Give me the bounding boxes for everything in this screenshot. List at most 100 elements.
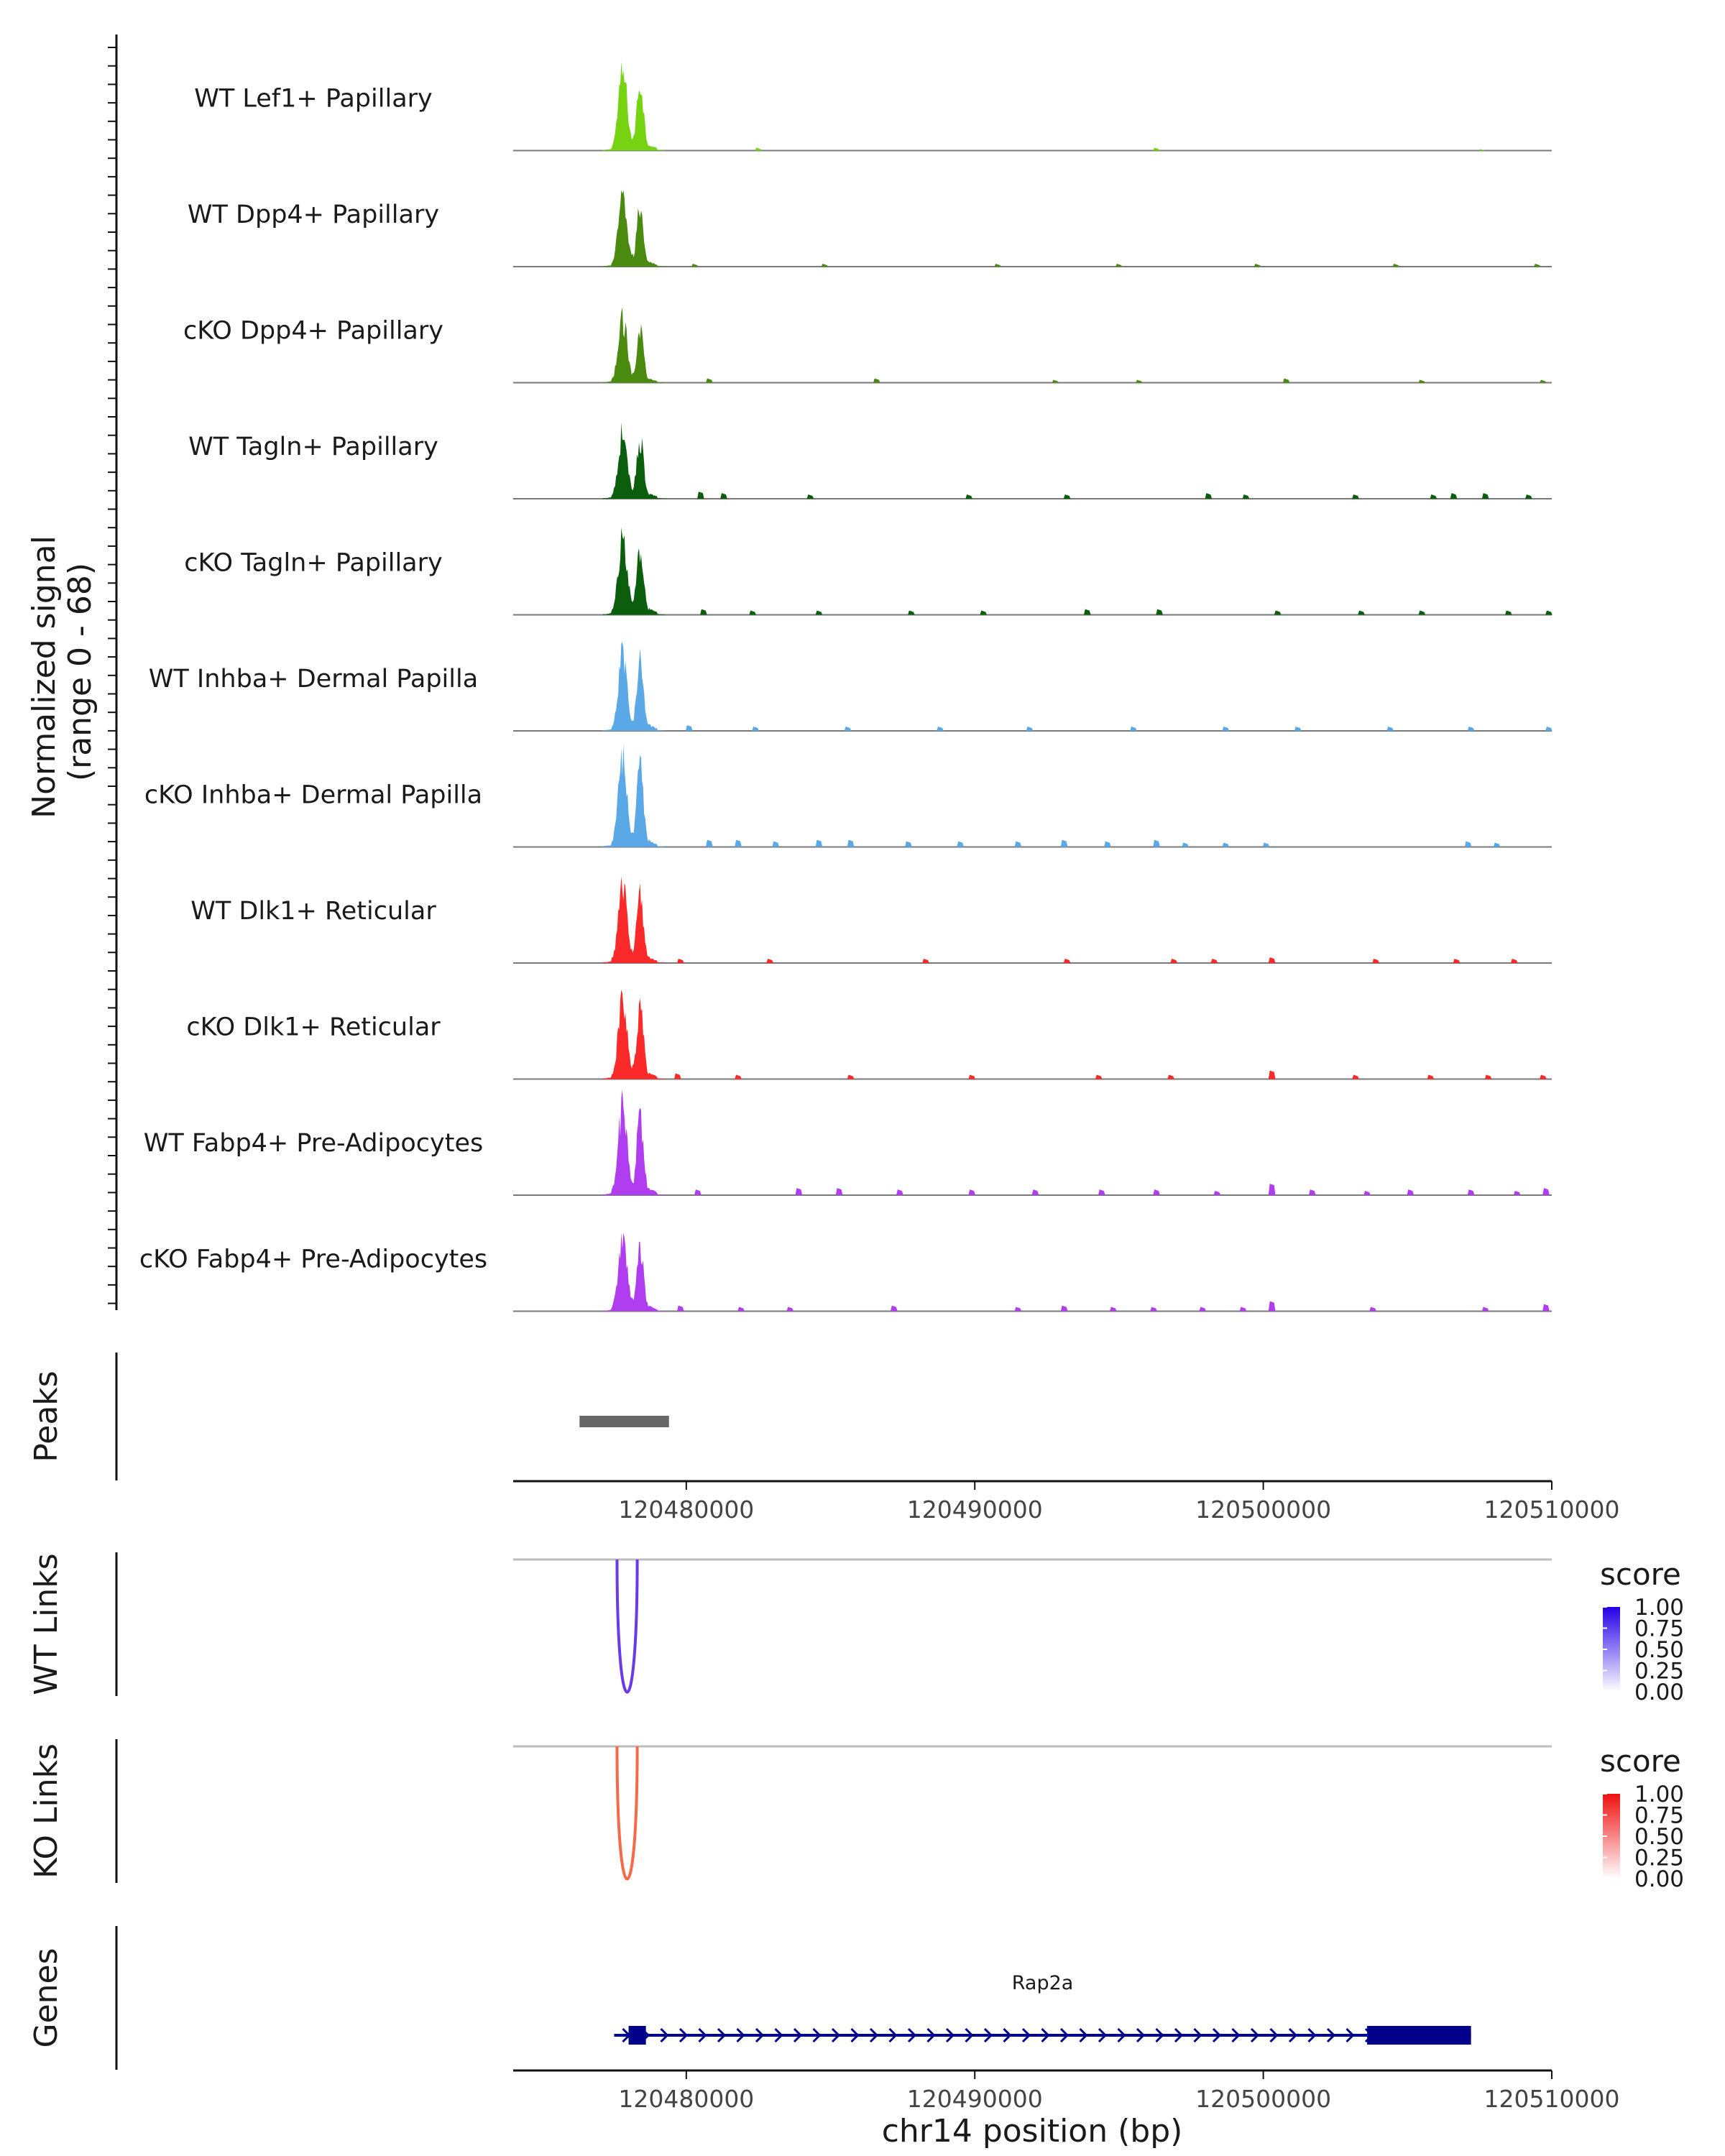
coverage-minor-peak <box>1484 1074 1492 1079</box>
coverage-minor-peak <box>1274 610 1282 615</box>
strand-chevron <box>1231 2027 1241 2043</box>
coverage-minor-peak <box>1363 1191 1371 1195</box>
coverage-minor-peak <box>1481 493 1489 499</box>
strand-chevron <box>965 2027 974 2043</box>
strand-chevron <box>1136 2027 1146 2043</box>
track-label: WT Tagln+ Papillary <box>188 433 438 461</box>
genes-panel: Genes Rap2a 120480000 120490000 120500000 1… <box>28 1926 1619 2150</box>
coverage-minor-peak <box>1372 959 1379 963</box>
coverage-main-peak <box>602 744 666 847</box>
coverage-minor-peak <box>1052 379 1059 383</box>
strand-chevron <box>1269 2027 1279 2043</box>
coverage-y-axis-title: Normalized signal (range 0 - 68) <box>26 525 98 819</box>
coverage-main-peak <box>602 1089 666 1195</box>
coverage-minor-peak <box>772 841 780 847</box>
coverage-minor-peak <box>1130 727 1137 731</box>
coverage-minor-peak <box>847 839 855 847</box>
gene-rap2a: Rap2a <box>614 1972 1471 2045</box>
legend-tick-label: 1.00 <box>1634 1782 1684 1807</box>
coverage-minor-peak <box>1014 841 1022 847</box>
coverage-minor-peak <box>1430 494 1438 499</box>
coverage-minor-peak <box>1478 149 1486 151</box>
coverage-minor-peak <box>1031 1189 1039 1195</box>
coverage-minor-peak <box>1153 839 1160 847</box>
coverage-minor-peak <box>1268 1184 1276 1195</box>
wt-link-arc <box>615 1559 639 1694</box>
track-label: WT Dlk1+ Reticular <box>190 897 436 926</box>
coverage-y-title-line2: (range 0 - 68) <box>62 563 98 781</box>
coverage-minor-peak <box>1222 727 1230 731</box>
coverage-main-peak <box>602 642 666 731</box>
coverage-main-peak <box>602 527 666 615</box>
coverage-minor-peak <box>1239 1307 1247 1312</box>
coverage-minor-peak <box>1167 1074 1174 1079</box>
strand-chevron <box>1041 2027 1050 2043</box>
coverage-minor-peak <box>1153 1189 1160 1195</box>
coverage-minor-peak <box>697 492 704 499</box>
coverage-minor-peak <box>1150 1307 1157 1312</box>
coverage-minor-peak <box>1511 959 1518 963</box>
coverage-minor-peak <box>1063 959 1071 963</box>
coverage-minor-peak <box>1060 1305 1068 1312</box>
coverage-minor-peak <box>1242 494 1250 499</box>
coverage-minor-peak <box>844 727 852 731</box>
coverage-minor-peak <box>1182 842 1190 847</box>
track-wt-inhba-dermal-papilla: WT Inhba+ Dermal Papilla <box>149 642 1552 732</box>
strand-chevron <box>1193 2027 1202 2043</box>
coverage-minor-peak <box>1083 609 1091 615</box>
x-tick-label: 120500000 <box>1195 2085 1331 2113</box>
strand-chevron <box>755 2027 765 2043</box>
coverage-main-peak <box>602 307 666 383</box>
coverage-minor-peak <box>821 264 829 267</box>
track-cko-fabp4-pre-adipocytes: cKO Fabp4+ Pre-Adipocytes <box>139 1233 1552 1312</box>
coverage-minor-peak <box>1309 1189 1316 1195</box>
coverage-minor-peak <box>1453 959 1460 963</box>
legend-tick-label: 0.25 <box>1634 1846 1684 1871</box>
coverage-minor-peak <box>905 841 912 847</box>
track-label: cKO Dpp4+ Papillary <box>183 317 443 346</box>
strand-chevron <box>831 2027 841 2043</box>
coverage-minor-peak <box>1098 1189 1105 1195</box>
strand-chevron <box>1212 2027 1222 2043</box>
coverage-minor-peak <box>1060 839 1068 847</box>
coverage-minor-peak <box>1026 727 1034 731</box>
ko-links-legend: score 1.000.750.500.250.00 <box>1600 1743 1684 1892</box>
ko-links-track-title: KO Links <box>28 1743 65 1879</box>
coverage-minor-peak <box>1116 264 1123 267</box>
coverage-minor-peak <box>1170 959 1177 963</box>
coverage-minor-peak <box>1352 494 1359 499</box>
coverage-minor-peak <box>1514 1191 1521 1195</box>
coverage-minor-peak <box>1542 1304 1550 1312</box>
strand-chevron <box>1250 2027 1260 2043</box>
track-label: cKO Tagln+ Papillary <box>184 549 443 578</box>
coverage-minor-peak <box>896 1189 903 1195</box>
legend-tick-label: 0.00 <box>1634 1680 1684 1705</box>
coverage-minor-peak <box>891 1305 898 1312</box>
coverage-minor-peak <box>968 1189 975 1195</box>
legend-tick-label: 0.50 <box>1634 1824 1684 1850</box>
coverage-minor-peak <box>1540 379 1547 383</box>
legend-tick-label: 0.25 <box>1634 1659 1684 1685</box>
coverage-minor-peak <box>1493 842 1501 847</box>
coverage-minor-peak <box>1104 841 1111 847</box>
coverage-minor-peak <box>1199 1307 1207 1312</box>
coverage-minor-peak <box>1254 264 1261 267</box>
ko-link-arc <box>615 1746 639 1881</box>
coverage-minor-peak <box>700 609 707 615</box>
gene-models: Rap2a <box>614 1972 1471 2045</box>
x-tick-label: 120490000 <box>907 2085 1043 2113</box>
peak-region <box>579 1416 669 1427</box>
track-label: WT Fabp4+ Pre-Adipocytes <box>144 1129 483 1158</box>
coverage-minor-peak <box>706 378 713 383</box>
track-wt-fabp4-pre-adipocytes: WT Fabp4+ Pre-Adipocytes <box>144 1089 1552 1196</box>
coverage-minor-peak <box>1156 609 1163 615</box>
coverage-minor-peak <box>957 841 964 847</box>
coverage-minor-peak <box>1418 379 1426 383</box>
coverage-minor-peak <box>766 959 774 963</box>
legend-tick-label: 0.00 <box>1634 1866 1684 1892</box>
x-tick-label: 120480000 <box>618 2085 754 2113</box>
coverage-minor-peak <box>677 959 684 963</box>
genes-x-ticks: 120480000 120490000 120500000 120510000 <box>618 2070 1619 2113</box>
coverage-minor-peak <box>980 610 988 615</box>
coverage-minor-peak <box>815 610 823 615</box>
